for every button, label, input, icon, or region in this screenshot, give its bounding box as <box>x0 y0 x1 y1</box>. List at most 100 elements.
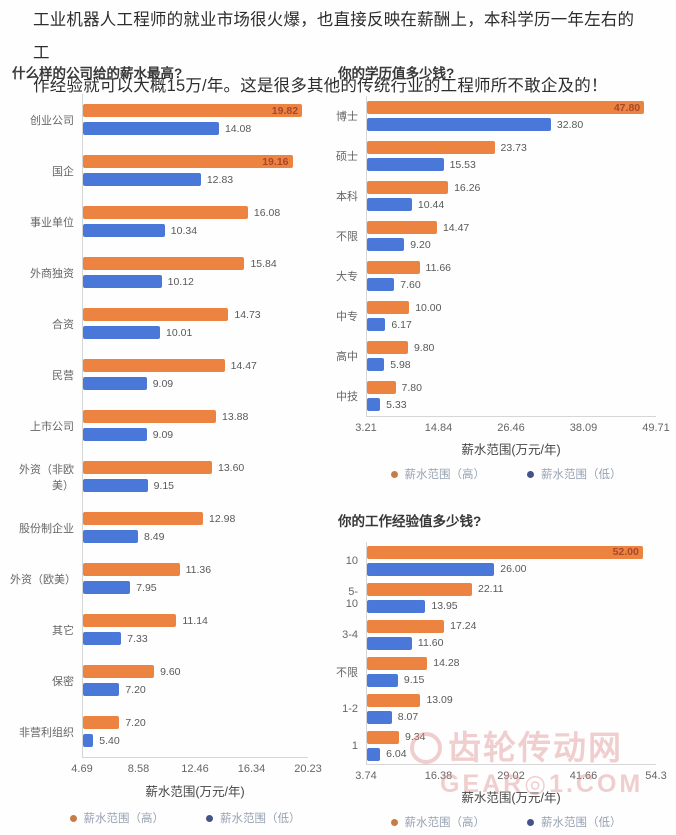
legend-item-low: 薪水范围（低） <box>206 810 301 826</box>
bar-group: 上市公司 13.88 9.09 <box>10 400 336 451</box>
bar-line: 10.01 <box>83 326 308 339</box>
category-label: 外资（欧美） <box>10 573 76 586</box>
category-label: 中技 <box>336 391 358 403</box>
category-label: 硕士 <box>336 151 358 163</box>
category-label: 1 <box>351 739 358 752</box>
legend: 薪水范围（高） 薪水范围（低） <box>356 814 656 830</box>
legend-dot-low <box>527 470 534 478</box>
bar-line: 14.08 <box>83 122 308 135</box>
bar-rows: 创业公司 19.82 14.08 国企 19.16 12.83 事业单位 16.08 10.34… <box>10 94 336 757</box>
bar-pair: 9.34 6.04 <box>366 727 670 764</box>
charts-area: 什么样的公司给的薪水最高? 创业公司 19.82 14.08 国企 19.16 12.83… <box>10 62 670 830</box>
chart-title: 你的学历值多少钱? <box>338 66 455 81</box>
category-label: 非营利组织 <box>19 726 74 739</box>
category-label: 国企 <box>52 165 74 178</box>
bar-line: 10.00 <box>367 301 656 314</box>
category-label: 3-4 <box>342 628 358 641</box>
value-label: 14.47 <box>442 221 470 234</box>
bar-high <box>367 619 445 633</box>
x-axis: 3.21 14.84 26.46 38.09 49.71 <box>355 416 670 437</box>
intro-paragraph: 工业机器人工程师的就业市场很火爆，也直接反映在薪酬上，本科学历一年左右的工 作经… <box>33 11 635 95</box>
bar-line: 14.47 <box>83 359 308 372</box>
value-label: 8.49 <box>144 530 165 543</box>
legend-label-high: 薪水范围（高） <box>404 817 486 829</box>
value-label: 12.98 <box>209 512 236 525</box>
bar-pair: 7.20 5.40 <box>82 706 336 757</box>
legend-label-high: 薪水范围（高） <box>83 813 165 825</box>
bar-group: 创业公司 19.82 14.08 <box>10 94 336 145</box>
category-label: 中专 <box>336 311 358 323</box>
bar-low <box>367 278 395 291</box>
value-label: 9.34 <box>405 731 426 743</box>
bar-low <box>83 428 147 441</box>
bar-line: 5.33 <box>367 398 656 411</box>
value-label: 17.24 <box>450 620 477 632</box>
legend: 薪水范围（高） 薪水范围（低） <box>356 466 656 482</box>
legend-item-high: 薪水范围（高） <box>69 810 165 826</box>
value-label: 13.09 <box>426 694 453 706</box>
bar-high <box>367 141 495 154</box>
bar-low <box>367 710 392 724</box>
value-label: 9.80 <box>413 341 435 354</box>
bar-line: 14.73 <box>83 308 308 321</box>
bar-low <box>367 636 412 650</box>
bar-low <box>367 198 412 211</box>
bar-low <box>83 275 162 288</box>
value-label: 9.15 <box>153 479 174 492</box>
bar-line: 7.20 <box>83 683 308 696</box>
category-label: 事业单位 <box>30 216 74 229</box>
bar-line: 10.12 <box>83 275 308 288</box>
bar-group: 民营 14.47 9.09 <box>10 349 336 400</box>
bar-group: 本科 16.26 10.44 <box>336 176 670 216</box>
bar-line: 14.47 <box>367 221 656 234</box>
chart-title: 什么样的公司给的薪水最高? <box>12 66 183 81</box>
category-label: 高中 <box>336 351 358 363</box>
value-label: 13.88 <box>222 410 249 423</box>
value-label: 47.80 <box>613 101 641 114</box>
value-label: 9.15 <box>403 674 425 686</box>
bar-high <box>367 381 396 394</box>
bar-high <box>367 341 408 354</box>
value-label: 16.26 <box>454 181 481 194</box>
category-label: 股份制企业 <box>19 522 74 535</box>
bar-pair: 52.00 26.00 <box>366 542 670 579</box>
bar-line: 13.95 <box>367 599 656 613</box>
value-label: 10.00 <box>415 301 442 314</box>
x-axis: 3.74 16.38 29.02 41.66 54.3 <box>355 764 667 785</box>
value-label: 14.08 <box>224 122 252 135</box>
value-label: 6.04 <box>386 748 407 760</box>
bar-line: 9.80 <box>367 341 656 354</box>
bar-line: 15.53 <box>367 158 656 171</box>
value-label: 9.60 <box>160 665 181 678</box>
bar-pair: 15.84 10.12 <box>82 247 336 298</box>
bar-low <box>367 398 381 411</box>
x-tick: 4.69 <box>71 763 93 775</box>
bar-line: 16.08 <box>83 206 308 219</box>
category-label: 1-2 <box>342 702 358 715</box>
bar-high <box>83 410 217 423</box>
bar-pair: 13.88 9.09 <box>82 400 336 451</box>
bar-group: 3-4 17.24 11.60 <box>336 616 670 653</box>
category-label: 外资（非欧美） <box>19 463 74 492</box>
bar-pair: 7.80 5.33 <box>366 376 670 416</box>
bar-low <box>83 530 139 543</box>
value-label: 11.36 <box>185 563 212 576</box>
value-label: 22.11 <box>478 583 504 595</box>
category-label: 其它 <box>52 624 74 637</box>
bar-line: 7.33 <box>83 632 308 645</box>
bar-low <box>367 747 381 761</box>
value-label: 11.66 <box>425 261 452 274</box>
legend-label-low: 薪水范围（低） <box>220 813 301 825</box>
bar-line: 11.60 <box>367 636 656 650</box>
bar-low <box>83 224 165 237</box>
legend-item-high: 薪水范围（高） <box>390 466 485 482</box>
legend-dot-high <box>69 814 77 822</box>
bar-line: 19.82 <box>83 104 308 117</box>
bar-pair: 14.47 9.20 <box>366 216 670 256</box>
bar-group: 中专 10.00 6.17 <box>336 296 670 336</box>
bar-pair: 22.11 13.95 <box>366 579 670 616</box>
value-label: 7.60 <box>400 278 421 291</box>
bar-low <box>367 238 405 251</box>
x-tick: 54.3 <box>645 770 667 782</box>
x-tick: 12.46 <box>181 763 209 775</box>
